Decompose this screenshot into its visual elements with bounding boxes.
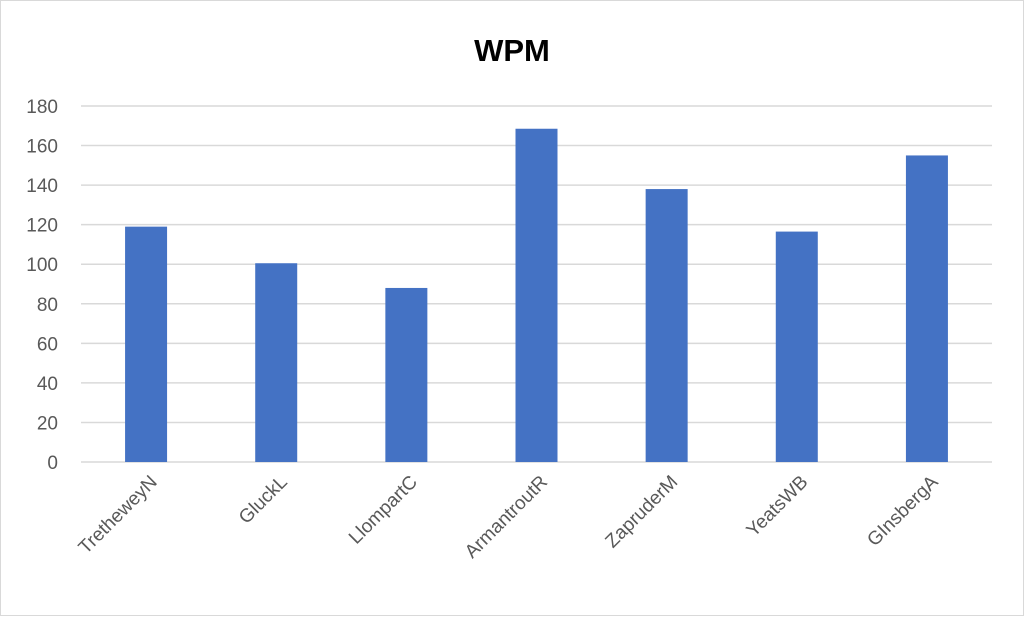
chart-title: WPM [474, 33, 550, 68]
bar-TretheweyN [125, 226, 168, 462]
y-tick-label: 40 [37, 374, 58, 395]
y-tick-label: 140 [26, 176, 58, 197]
y-tick-label: 180 [26, 97, 58, 118]
x-tick-label: GluckL [235, 472, 292, 529]
x-tick-label: ArmantroutR [461, 472, 552, 563]
x-axis-ticks: TretheweyN GluckL LlompartC ArmantroutR Zapr… [75, 471, 943, 562]
bar-YeatsWB [775, 231, 818, 462]
y-tick-label: 20 [37, 413, 58, 434]
y-tick-label: 60 [37, 334, 58, 355]
bars [125, 128, 948, 463]
y-tick-label: 100 [26, 255, 58, 276]
bar-ArmantroutR [515, 128, 558, 462]
x-tick-label: LlompartC [345, 472, 422, 549]
y-axis-ticks: 0 20 40 60 80 100 120 140 160 180 [26, 97, 58, 474]
y-tick-label: 160 [26, 137, 58, 158]
x-tick-label: TretheweyN [75, 472, 162, 559]
bar-ZapruderM [645, 189, 688, 463]
y-tick-label: 80 [37, 295, 58, 316]
x-tick-label: GInsbergA [863, 471, 942, 550]
bar-GInsbergA [905, 155, 948, 462]
x-tick-label: ZapruderM [602, 472, 683, 553]
y-tick-label: 120 [26, 216, 58, 237]
x-tick-label: YeatsWB [743, 472, 813, 542]
bar-GluckL [255, 263, 298, 462]
bar-LlompartC [385, 287, 428, 462]
y-tick-label: 0 [47, 453, 58, 474]
